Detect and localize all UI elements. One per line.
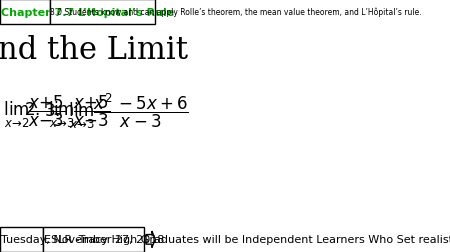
Text: ESLR -Tracy High Graduates will be Independent Learners Who Set realistic and ch: ESLR -Tracy High Graduates will be Indep… bbox=[44, 234, 450, 244]
Text: Find the Limit: Find the Limit bbox=[0, 35, 188, 66]
FancyArrow shape bbox=[146, 231, 155, 247]
FancyBboxPatch shape bbox=[43, 227, 144, 252]
FancyBboxPatch shape bbox=[50, 0, 155, 25]
Text: $2. \ \lim_{x \to 3} \dfrac{x+5}{x-3}$: $2. \ \lim_{x \to 3} \dfrac{x+5}{x-3}$ bbox=[23, 92, 110, 129]
Text: Tuesday, November 27, 2018: Tuesday, November 27, 2018 bbox=[1, 234, 164, 244]
FancyBboxPatch shape bbox=[0, 0, 50, 25]
Text: $3. \ \lim_{x \to 3} \dfrac{x^2-5x+6}{x-3}$: $3. \ \lim_{x \to 3} \dfrac{x^2-5x+6}{x-… bbox=[44, 91, 189, 131]
Text: Chapter 7.7 L’Hopital’s Rule: Chapter 7.7 L’Hopital’s Rule bbox=[1, 8, 174, 18]
Text: 8.0 Students know and can apply Rolle’s theorem, the mean value theorem, and L’H: 8.0 Students know and can apply Rolle’s … bbox=[50, 8, 422, 17]
FancyBboxPatch shape bbox=[0, 227, 43, 252]
Text: $1. \ \lim_{x \to 2} \dfrac{x+5}{x-3}$: $1. \ \lim_{x \to 2} \dfrac{x+5}{x-3}$ bbox=[0, 92, 65, 129]
